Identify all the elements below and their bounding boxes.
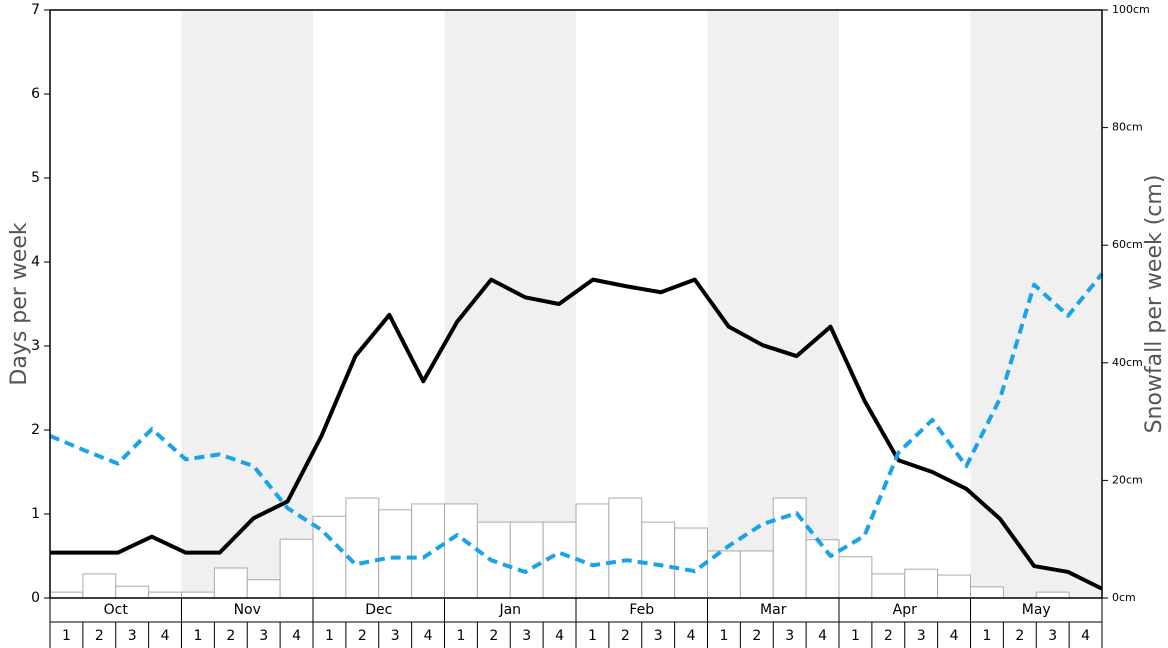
y-tick-label: 5 xyxy=(31,170,40,186)
week-label: 2 xyxy=(1015,628,1024,644)
week-label: 4 xyxy=(687,628,696,644)
week-label: 3 xyxy=(128,628,137,644)
snowfall-bar xyxy=(411,503,445,599)
y-tick-label: 0 xyxy=(31,590,40,606)
snowfall-bar xyxy=(970,586,1004,599)
y-tick-label: 3 xyxy=(31,338,40,354)
month-label: Oct xyxy=(104,602,129,618)
week-label: 3 xyxy=(391,628,400,644)
snowfall-bar xyxy=(1035,591,1070,599)
week-label: 2 xyxy=(489,628,498,644)
snowfall-bar xyxy=(871,573,906,599)
week-label: 2 xyxy=(358,628,367,644)
week-label: 1 xyxy=(719,628,728,644)
week-label: 3 xyxy=(1048,628,1057,644)
month-label: Mar xyxy=(760,602,787,618)
month-shade xyxy=(181,10,313,598)
week-label: 3 xyxy=(259,628,268,644)
week-label: 1 xyxy=(62,628,71,644)
week-label: 4 xyxy=(818,628,827,644)
month-label: May xyxy=(1022,602,1051,618)
snowfall-bar xyxy=(378,509,413,599)
week-label: 4 xyxy=(424,628,433,644)
y2-tick-label: 0cm xyxy=(1112,591,1136,604)
snowfall-bar xyxy=(509,521,544,599)
week-label: 2 xyxy=(752,628,761,644)
week-label: 3 xyxy=(522,628,531,644)
snowfall-bar xyxy=(674,527,708,599)
snowfall-bar xyxy=(739,550,774,599)
week-label: 1 xyxy=(456,628,465,644)
snowfall-bar xyxy=(937,574,971,599)
y2-tick-label: 100cm xyxy=(1112,3,1150,16)
y2-tick-label: 60cm xyxy=(1112,238,1143,251)
week-label: 1 xyxy=(325,628,334,644)
week-label: 1 xyxy=(982,628,991,644)
week-label: 4 xyxy=(1081,628,1090,644)
snowfall-bar xyxy=(181,591,215,599)
week-label: 2 xyxy=(95,628,104,644)
snowfall-bar xyxy=(838,556,873,599)
week-label: 3 xyxy=(654,628,663,644)
snowfall-bar xyxy=(805,539,840,599)
week-label: 4 xyxy=(555,628,564,644)
snowfall-bar xyxy=(148,591,182,599)
y-tick-label: 1 xyxy=(31,506,40,522)
month-label: Nov xyxy=(234,602,261,618)
y-tick-label: 4 xyxy=(31,254,40,270)
week-label: 4 xyxy=(292,628,301,644)
snowfall-bar xyxy=(345,497,380,599)
y2-tick-label: 20cm xyxy=(1112,473,1143,486)
week-label: 4 xyxy=(950,628,959,644)
week-label: 1 xyxy=(193,628,202,644)
snowfall-bar xyxy=(115,585,150,599)
days-line xyxy=(49,272,1104,574)
month-label: Feb xyxy=(629,602,654,618)
y-tick-label: 2 xyxy=(31,422,40,438)
snowfall-bar xyxy=(641,521,676,599)
y-tick-label: 7 xyxy=(31,2,40,18)
month-label: Dec xyxy=(365,602,392,618)
y-axis-label: Days per week xyxy=(7,222,32,385)
snowfall-bar xyxy=(213,567,248,599)
days-line xyxy=(50,277,1103,591)
week-label: 1 xyxy=(588,628,597,644)
snowfall-bar xyxy=(49,591,84,599)
y2-tick-label: 40cm xyxy=(1112,356,1143,369)
y2-tick-label: 80cm xyxy=(1112,121,1143,134)
snowfall-bar xyxy=(904,568,939,599)
week-label: 3 xyxy=(785,628,794,644)
week-label: 3 xyxy=(917,628,926,644)
snowfall-bar xyxy=(575,503,610,599)
snowfall-bar xyxy=(246,579,281,599)
snowfall-bar xyxy=(772,497,807,599)
y-tick-label: 6 xyxy=(31,86,40,102)
snowfall-bar xyxy=(608,497,643,599)
snowfall-bar xyxy=(279,538,314,599)
week-label: 1 xyxy=(851,628,860,644)
month-label: Apr xyxy=(893,602,917,618)
snowfall-bar xyxy=(707,550,741,599)
month-label: Jan xyxy=(498,602,521,618)
y2-axis-label: Snowfall per week (cm) xyxy=(1142,175,1167,434)
week-label: 2 xyxy=(884,628,893,644)
snowfall-bar xyxy=(82,573,117,599)
snowfall-bar xyxy=(444,503,478,599)
week-label: 4 xyxy=(161,628,170,644)
week-label: 2 xyxy=(226,628,235,644)
week-label: 2 xyxy=(621,628,630,644)
